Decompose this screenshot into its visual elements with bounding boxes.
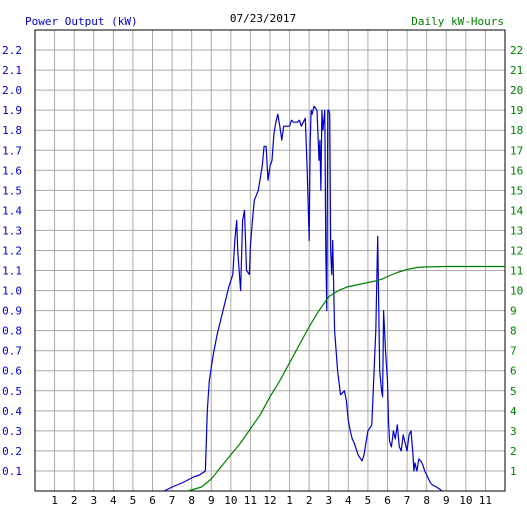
left-tick-label: 0.9 <box>2 305 22 318</box>
right-tick-label: 11 <box>510 265 523 278</box>
x-tick-label: 5 <box>365 494 372 507</box>
left-tick-label: 0.8 <box>2 325 22 338</box>
right-tick-label: 21 <box>510 64 523 77</box>
x-tick-label: 3 <box>90 494 97 507</box>
left-tick-label: 0.5 <box>2 385 22 398</box>
left-tick-label: 1.5 <box>2 184 22 197</box>
x-tick-label: 5 <box>130 494 137 507</box>
left-tick-label: 1.2 <box>2 244 22 257</box>
chart-grid <box>35 30 505 491</box>
x-tick-label: 2 <box>71 494 78 507</box>
x-tick-label: 7 <box>169 494 176 507</box>
left-tick-label: 0.2 <box>2 445 22 458</box>
x-tick-label: 1 <box>51 494 58 507</box>
left-tick-label: 0.4 <box>2 405 22 418</box>
right-tick-label: 14 <box>510 204 524 217</box>
left-tick-label: 0.7 <box>2 345 22 358</box>
right-tick-label: 4 <box>510 405 517 418</box>
right-tick-label: 22 <box>510 44 523 57</box>
right-tick-label: 18 <box>510 124 523 137</box>
x-tick-label: 11 <box>479 494 492 507</box>
left-tick-label: 1.1 <box>2 265 22 278</box>
right-tick-label: 2 <box>510 445 517 458</box>
right-tick-label: 12 <box>510 244 523 257</box>
right-tick-label: 3 <box>510 425 517 438</box>
x-tick-label: 6 <box>149 494 156 507</box>
left-tick-label: 1.4 <box>2 204 22 217</box>
x-tick-label: 2 <box>306 494 313 507</box>
chart-title: 07/23/2017 <box>230 12 296 25</box>
right-tick-label: 8 <box>510 325 517 338</box>
right-tick-label: 10 <box>510 285 523 298</box>
left-tick-label: 0.6 <box>2 365 22 378</box>
x-tick-label: 11 <box>244 494 257 507</box>
x-tick-label: 10 <box>459 494 472 507</box>
right-tick-label: 17 <box>510 144 523 157</box>
left-tick-label: 2.1 <box>2 64 22 77</box>
x-tick-label: 8 <box>188 494 195 507</box>
x-tick-label: 1 <box>286 494 293 507</box>
x-tick-label: 3 <box>325 494 332 507</box>
left-tick-label: 1.3 <box>2 224 22 237</box>
right-tick-label: 1 <box>510 465 517 478</box>
left-tick-label: 1.7 <box>2 144 22 157</box>
daily-kwh-series-line <box>187 265 505 492</box>
right-tick-label: 20 <box>510 84 523 97</box>
left-tick-label: 2.0 <box>2 84 22 97</box>
right-axis-label: Daily kW-Hours <box>411 15 504 28</box>
x-tick-label: 6 <box>384 494 391 507</box>
left-axis-ticks: 0.1 0.2 0.3 0.4 0.5 0.6 0.7 0.8 0.9 1.0 1.1 1.2 1.3 1… <box>2 44 22 478</box>
right-tick-label: 6 <box>510 365 517 378</box>
series-lines <box>163 105 505 492</box>
x-tick-label: 9 <box>208 494 215 507</box>
left-tick-label: 1.0 <box>2 285 22 298</box>
x-tick-label: 10 <box>224 494 237 507</box>
x-axis-ticks: 1 2 3 4 5 6 7 8 9 10 11 12 1 2 3 4 5 6 7 8 9 10 11 <box>51 494 492 507</box>
left-tick-label: 0.1 <box>2 465 22 478</box>
x-tick-label: 4 <box>110 494 117 507</box>
right-tick-label: 13 <box>510 224 523 237</box>
left-tick-label: 1.6 <box>2 164 22 177</box>
right-tick-label: 7 <box>510 345 517 358</box>
x-tick-label: 8 <box>423 494 430 507</box>
left-tick-label: 1.8 <box>2 124 22 137</box>
left-tick-label: 1.9 <box>2 104 22 117</box>
right-tick-label: 15 <box>510 184 523 197</box>
x-tick-label: 7 <box>404 494 411 507</box>
x-tick-label: 9 <box>443 494 450 507</box>
right-tick-label: 5 <box>510 385 517 398</box>
left-tick-label: 2.2 <box>2 44 22 57</box>
left-tick-label: 0.3 <box>2 425 22 438</box>
plot-frame <box>34 29 506 492</box>
right-tick-label: 19 <box>510 104 523 117</box>
x-tick-label: 12 <box>263 494 276 507</box>
left-axis-label: Power Output (kW) <box>25 15 138 28</box>
power-output-series-line <box>163 105 443 492</box>
right-tick-label: 16 <box>510 164 523 177</box>
right-tick-label: 9 <box>510 305 517 318</box>
x-tick-label: 4 <box>345 494 352 507</box>
